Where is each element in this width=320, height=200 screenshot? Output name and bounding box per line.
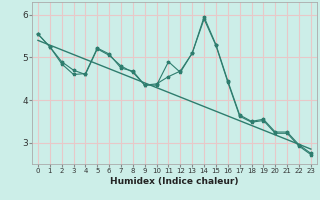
X-axis label: Humidex (Indice chaleur): Humidex (Indice chaleur) [110, 177, 239, 186]
